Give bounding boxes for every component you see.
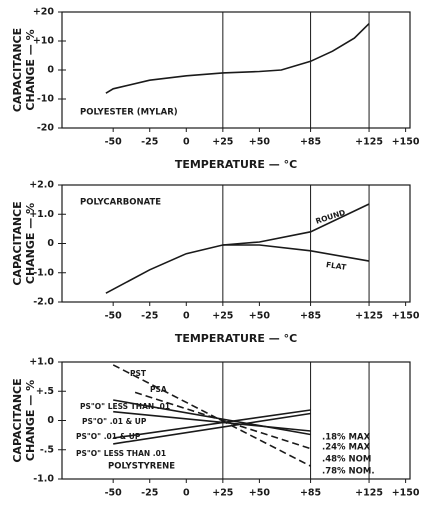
x-tick-label: +125 <box>355 311 383 322</box>
x-tick-label: +150 <box>392 137 420 148</box>
series-line <box>113 399 311 436</box>
x-tick-label: +125 <box>355 137 383 148</box>
series-line <box>105 23 370 94</box>
x-tick-label: 0 <box>183 137 190 148</box>
x-tick-label: +50 <box>249 488 271 499</box>
y-tick-label: -10 <box>37 94 55 105</box>
y-tick-label: +1.0 <box>29 209 54 220</box>
series-label: PST <box>130 369 147 378</box>
x-axis-label: TEMPERATURE — °C <box>175 158 297 171</box>
x-tick-label: +125 <box>355 488 383 499</box>
series-line <box>113 409 311 439</box>
y-tick-label: 0 <box>47 415 54 426</box>
x-tick-label: +50 <box>249 137 271 148</box>
series-label: PS"O" LESS THAN .01 <box>76 449 166 458</box>
y-tick-label: +.5 <box>36 386 54 397</box>
x-tick-label: +50 <box>249 311 271 322</box>
y-axis-label: CAPACITANCE <box>11 201 24 285</box>
y-tick-label: +20 <box>33 7 55 18</box>
series-label: PSA <box>150 385 167 394</box>
x-tick-label: +150 <box>392 488 420 499</box>
x-tick-label: +25 <box>212 137 233 148</box>
y-tick-label: +1.0 <box>29 357 54 368</box>
x-tick-label: 0 <box>183 488 190 499</box>
x-tick-label: -25 <box>141 137 158 148</box>
x-tick-label: +25 <box>212 311 233 322</box>
y-axis-label: CAPACITANCE <box>11 28 24 112</box>
x-tick-label: -50 <box>105 311 123 322</box>
x-tick-label: +150 <box>392 311 420 322</box>
series-label: PS"O" LESS THAN .01 <box>80 402 170 411</box>
series-line <box>112 364 311 467</box>
y-axis-label: CHANGE — % <box>24 380 37 461</box>
annotation: POLYSTYRENE <box>108 462 175 472</box>
series-line <box>134 391 311 450</box>
y-axis-label: CHANGE — % <box>24 203 37 284</box>
series-line <box>222 244 370 262</box>
y-axis-label: CAPACITANCE <box>11 378 24 462</box>
x-tick-label: 0 <box>183 311 190 322</box>
annotation: POLYESTER (MYLAR) <box>80 108 178 118</box>
series-label: FLAT <box>325 260 347 272</box>
x-tick-label: -25 <box>141 488 158 499</box>
x-tick-label: +85 <box>300 311 321 322</box>
annotation: .48% NOM <box>322 455 371 465</box>
annotation: .18% MAX <box>322 433 371 443</box>
x-tick-label: +85 <box>300 488 321 499</box>
y-axis-label: CHANGE — % <box>24 29 37 110</box>
x-tick-label: -50 <box>105 488 123 499</box>
series-line <box>113 410 311 432</box>
series-label: PS"O" .01 & UP <box>76 432 141 441</box>
series-line <box>113 412 311 445</box>
x-tick-label: -50 <box>105 137 123 148</box>
y-tick-label: 0 <box>47 65 54 76</box>
series-label: PS"O" .01 & UP <box>82 417 147 426</box>
x-tick-label: -25 <box>141 311 158 322</box>
y-tick-label: -.5 <box>40 444 54 455</box>
y-tick-label: -1.0 <box>33 474 54 485</box>
y-tick-label: +2.0 <box>29 180 54 191</box>
y-tick-label: -1.0 <box>33 267 54 278</box>
y-tick-label: +10 <box>33 36 55 47</box>
x-axis-label: TEMPERATURE — °C <box>175 332 297 345</box>
annotation: POLYCARBONATE <box>80 198 161 208</box>
x-tick-label: +85 <box>300 137 321 148</box>
annotation: .78% NOM. <box>322 467 375 477</box>
y-tick-label: 0 <box>47 238 54 249</box>
y-tick-label: -20 <box>37 123 55 134</box>
y-tick-label: -2.0 <box>33 297 54 308</box>
annotation: .24% MAX <box>322 443 371 453</box>
x-tick-label: +25 <box>212 488 233 499</box>
